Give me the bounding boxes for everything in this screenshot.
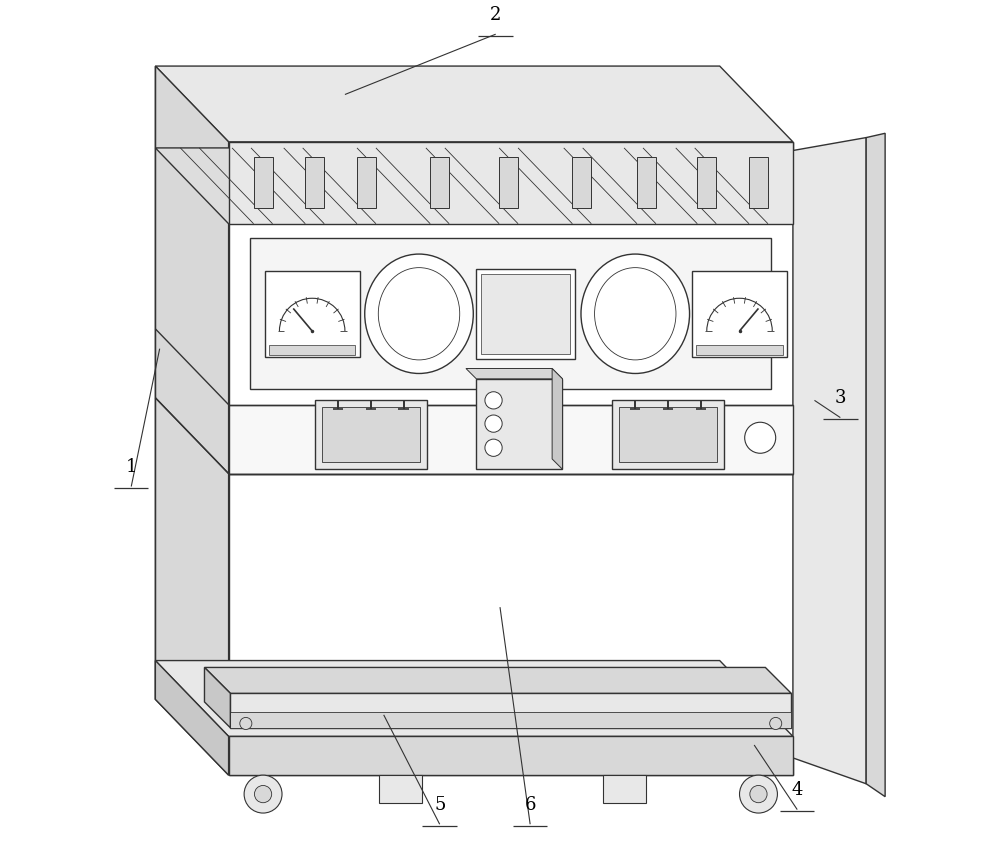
Polygon shape — [793, 138, 866, 784]
Polygon shape — [155, 661, 793, 736]
Bar — [692, 271, 787, 357]
Polygon shape — [204, 668, 230, 727]
Circle shape — [244, 775, 282, 813]
Polygon shape — [155, 661, 229, 775]
Bar — [499, 158, 518, 208]
Bar — [697, 158, 716, 208]
Bar — [612, 401, 724, 469]
Ellipse shape — [365, 254, 473, 374]
Bar — [637, 158, 656, 208]
Bar — [322, 407, 420, 462]
Bar — [357, 158, 376, 208]
Polygon shape — [155, 148, 793, 224]
Bar — [230, 713, 791, 727]
Bar — [379, 775, 422, 803]
Text: 6: 6 — [524, 796, 536, 814]
Bar — [749, 158, 768, 208]
Text: 4: 4 — [792, 781, 803, 799]
Text: 2: 2 — [490, 6, 501, 24]
Bar — [315, 401, 427, 469]
Polygon shape — [155, 66, 793, 142]
Bar — [476, 379, 562, 469]
Circle shape — [750, 786, 767, 803]
Bar — [619, 407, 717, 462]
Bar — [229, 736, 793, 775]
Circle shape — [254, 786, 272, 803]
Bar — [476, 269, 575, 359]
Bar — [229, 142, 793, 775]
Circle shape — [485, 392, 502, 409]
Circle shape — [240, 717, 252, 729]
Bar — [572, 158, 591, 208]
Bar — [254, 158, 273, 208]
Bar — [230, 694, 791, 727]
Polygon shape — [866, 134, 885, 797]
Ellipse shape — [581, 254, 690, 374]
Text: 5: 5 — [434, 796, 445, 814]
Polygon shape — [155, 66, 229, 775]
Polygon shape — [204, 668, 791, 694]
Polygon shape — [466, 368, 562, 379]
Circle shape — [485, 415, 502, 433]
Text: 1: 1 — [125, 458, 137, 476]
Circle shape — [770, 717, 782, 729]
Bar — [250, 238, 771, 389]
Bar — [269, 345, 355, 355]
Bar — [603, 775, 646, 803]
Circle shape — [745, 422, 776, 453]
Text: 3: 3 — [835, 389, 846, 407]
Bar — [229, 405, 793, 473]
Bar — [481, 274, 570, 354]
Bar — [229, 142, 793, 224]
Polygon shape — [552, 368, 562, 469]
Bar — [430, 158, 449, 208]
Bar — [696, 345, 783, 355]
Bar — [305, 158, 324, 208]
Bar — [265, 271, 360, 357]
Circle shape — [485, 439, 502, 456]
Circle shape — [740, 775, 777, 813]
